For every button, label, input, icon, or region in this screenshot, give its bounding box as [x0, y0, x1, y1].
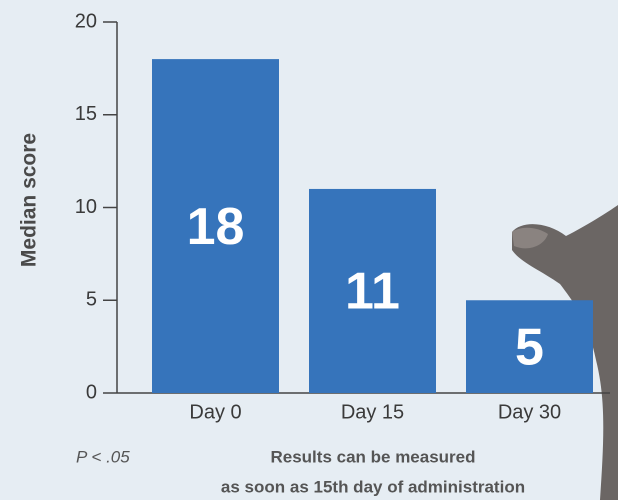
- y-axis-label: Median score: [18, 133, 41, 267]
- data-label: 18: [187, 198, 245, 256]
- y-tick-label: 0: [86, 381, 97, 403]
- x-tick-label: Day 15: [341, 401, 404, 423]
- caption: Results can be measured: [270, 447, 475, 466]
- caption: as soon as 15th day of administration: [221, 477, 525, 496]
- x-tick-label: Day 30: [498, 401, 561, 423]
- y-tick-label: 20: [75, 10, 97, 32]
- footnote: P < .05: [76, 447, 130, 466]
- chart: Median score P < .05 Results can be meas…: [0, 0, 618, 500]
- y-tick-label: 5: [86, 289, 97, 311]
- data-label: 11: [345, 263, 400, 321]
- x-tick-label: Day 0: [189, 401, 241, 423]
- y-tick-label: 15: [75, 103, 97, 125]
- data-label: 5: [515, 318, 544, 376]
- y-tick-label: 10: [75, 196, 97, 218]
- page: Median score P < .05 Results can be meas…: [0, 0, 618, 500]
